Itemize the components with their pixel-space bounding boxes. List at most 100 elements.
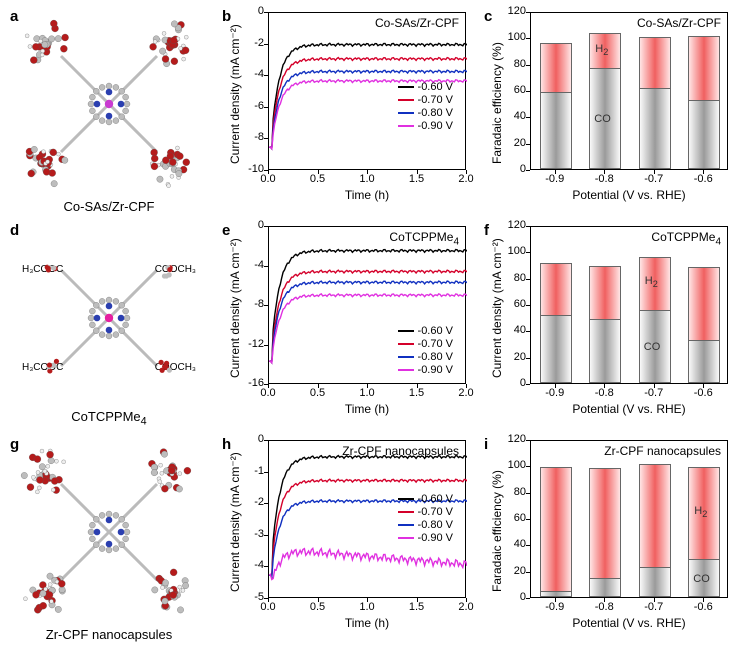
x-tick: 2.0 — [454, 601, 478, 613]
panel-label: a — [10, 8, 18, 25]
y-tick: -8 — [228, 298, 264, 310]
x-axis-label: Potential (V vs. RHE) — [530, 402, 728, 416]
x-tick: -0.7 — [638, 387, 670, 399]
y-tick: -12 — [228, 338, 264, 350]
x-tick: -0.9 — [539, 601, 571, 613]
x-tick: 1.0 — [355, 387, 379, 399]
x-tick: 0.5 — [306, 387, 330, 399]
bar — [540, 263, 572, 383]
bar — [589, 266, 621, 383]
y-tick: 100 — [490, 459, 526, 471]
y-tick: 20 — [490, 565, 526, 577]
x-tick: -0.8 — [588, 173, 620, 185]
legend: -0.60 V-0.70 V-0.80 V-0.90 V — [398, 81, 453, 133]
chart-title: Co-SAs/Zr-CPF — [637, 16, 721, 30]
y-tick: -1 — [228, 465, 264, 477]
x-tick: 2.0 — [454, 173, 478, 185]
x-axis-label: Potential (V vs. RHE) — [530, 616, 728, 630]
chart-b: Co-SAs/Zr-CPF-0.60 V-0.70 V-0.80 V-0.90 … — [268, 12, 466, 170]
x-axis-label: Time (h) — [268, 616, 466, 630]
x-tick: 2.0 — [454, 387, 478, 399]
x-axis-label: Time (h) — [268, 188, 466, 202]
legend: -0.60 V-0.70 V-0.80 V-0.90 V — [398, 325, 453, 377]
panel-e: e CoTCPPMe4-0.60 V-0.70 V-0.80 V-0.90 V … — [216, 220, 476, 430]
x-tick: 0.0 — [256, 387, 280, 399]
legend: -0.60 V-0.70 V-0.80 V-0.90 V — [398, 493, 453, 545]
x-tick: -0.6 — [687, 601, 719, 613]
panel-label: g — [10, 436, 19, 453]
panel-h: h Zr-CPF nanocapsules-0.60 V-0.70 V-0.80… — [216, 434, 476, 644]
y-tick: 0 — [228, 5, 264, 17]
chart-i: Zr-CPF nanocapsulesH2CO — [530, 440, 728, 598]
y-tick: 100 — [490, 245, 526, 257]
molecule-a — [4, 6, 214, 216]
panel-label: f — [484, 222, 489, 239]
y-tick: 100 — [490, 31, 526, 43]
panel-i: i Zr-CPF nanocapsulesH2CO Faradaic effic… — [478, 434, 737, 644]
bar — [639, 37, 671, 169]
bar — [688, 36, 720, 169]
y-tick: 60 — [490, 512, 526, 524]
y-tick: -2 — [228, 496, 264, 508]
y-tick: 60 — [490, 84, 526, 96]
bar — [540, 467, 572, 597]
y-tick: 0 — [490, 163, 526, 175]
panel-c: c Co-SAs/Zr-CPFH2CO Faradaic efficiency … — [478, 6, 737, 216]
x-tick: -0.6 — [687, 173, 719, 185]
chart-e: CoTCPPMe4-0.60 V-0.70 V-0.80 V-0.90 V — [268, 226, 466, 384]
y-tick: 0 — [228, 219, 264, 231]
x-tick: -0.8 — [588, 387, 620, 399]
x-tick: -0.9 — [539, 387, 571, 399]
chart-f: CoTCPPMe4H2CO — [530, 226, 728, 384]
svg-text:COOCH₃: COOCH₃ — [155, 264, 196, 275]
y-tick: 0 — [228, 433, 264, 445]
chart-title: Zr-CPF nanocapsules — [604, 444, 721, 458]
y-tick: -4 — [228, 259, 264, 271]
panel-caption: Zr-CPF nanocapsules — [4, 627, 214, 642]
y-tick: 80 — [490, 486, 526, 498]
y-tick: 60 — [490, 298, 526, 310]
x-tick: 0.0 — [256, 601, 280, 613]
y-tick: 120 — [490, 219, 526, 231]
y-tick: 0 — [490, 377, 526, 389]
y-tick: 120 — [490, 433, 526, 445]
y-tick: -3 — [228, 528, 264, 540]
chart-title: CoTCPPMe4 — [651, 230, 721, 247]
bar — [639, 464, 671, 597]
x-tick: 1.5 — [405, 173, 429, 185]
y-tick: 20 — [490, 351, 526, 363]
x-axis-label: Potential (V vs. RHE) — [530, 188, 728, 202]
x-tick: -0.9 — [539, 173, 571, 185]
panel-caption: CoTCPPMe4 — [4, 409, 214, 428]
x-tick: -0.7 — [638, 173, 670, 185]
chart-c: Co-SAs/Zr-CPFH2CO — [530, 12, 728, 170]
y-tick: -2 — [228, 37, 264, 49]
molecule-g — [4, 434, 214, 644]
chart-h: Zr-CPF nanocapsules-0.60 V-0.70 V-0.80 V… — [268, 440, 466, 598]
x-tick: -0.8 — [588, 601, 620, 613]
molecule-d: H₃COOCCOOCH₃H₃COOCCOOCH₃ — [4, 220, 214, 430]
y-tick: -4 — [228, 68, 264, 80]
y-tick: 20 — [490, 137, 526, 149]
x-tick: 1.5 — [405, 387, 429, 399]
y-tick: 40 — [490, 538, 526, 550]
bar — [688, 267, 720, 383]
y-tick: 80 — [490, 58, 526, 70]
y-tick: 0 — [490, 591, 526, 603]
y-tick: -8 — [228, 131, 264, 143]
panel-g: g Zr-CPF nanocapsules — [4, 434, 214, 644]
y-tick: -6 — [228, 100, 264, 112]
y-tick: -4 — [228, 559, 264, 571]
x-tick: 1.0 — [355, 173, 379, 185]
panel-a: a Co-SAs/Zr-CPF — [4, 6, 214, 216]
x-axis-label: Time (h) — [268, 402, 466, 416]
panel-label: d — [10, 222, 19, 239]
x-tick: -0.7 — [638, 601, 670, 613]
y-tick: 80 — [490, 272, 526, 284]
x-tick: 1.5 — [405, 601, 429, 613]
panel-b: b Co-SAs/Zr-CPF-0.60 V-0.70 V-0.80 V-0.9… — [216, 6, 476, 216]
panel-caption: Co-SAs/Zr-CPF — [4, 199, 214, 214]
x-tick: 0.5 — [306, 601, 330, 613]
x-tick: 0.0 — [256, 173, 280, 185]
y-tick: 40 — [490, 110, 526, 122]
